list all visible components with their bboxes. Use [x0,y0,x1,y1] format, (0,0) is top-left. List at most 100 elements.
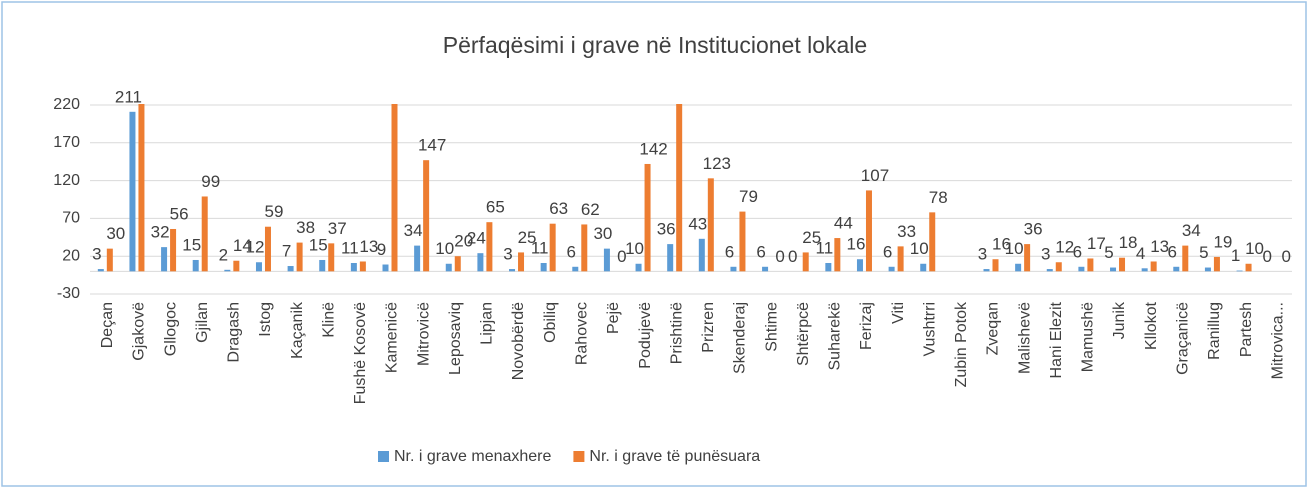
x-tick-label: Deçan [99,302,116,348]
x-tick-label: Novobërdë [510,302,527,380]
bar [897,246,904,272]
data-label: 16 [992,235,1011,254]
data-label: 6 [725,242,734,261]
data-label: 10 [1245,239,1264,258]
x-tick-label: Kamenicë [384,302,401,373]
data-label: 36 [1024,220,1043,239]
data-label: 14 [233,236,252,255]
legend-label: Nr. i grave të punësuara [589,448,760,465]
bar [929,212,936,272]
data-label: 123 [703,154,731,173]
bar [509,269,516,272]
data-label: 13 [1150,237,1169,256]
data-label: 3 [92,245,101,264]
data-label: 63 [549,199,568,218]
bar [255,262,262,272]
data-label: 6 [756,242,765,261]
bar [170,228,177,272]
data-label: 37 [328,219,347,238]
x-tick-label: Malishevë [1016,302,1033,374]
data-label: 6 [567,242,576,261]
data-label: 211 [115,87,142,106]
bar [138,104,145,272]
x-tick-label: Gjilan [194,302,211,343]
bar [676,104,683,272]
x-tick-label: Klinë [320,302,337,338]
y-tick-label: 20 [62,247,80,264]
bar [233,260,240,272]
y-tick-label: 220 [53,96,80,113]
data-label: 11 [816,238,834,257]
data-label: 9 [377,240,386,259]
bar [572,266,579,272]
data-label: 147 [418,136,446,155]
data-label: 16 [847,235,866,254]
data-label: 32 [151,223,170,242]
data-label: 18 [1119,233,1138,252]
x-tick-label: Zveqan [985,302,1002,355]
bar [1236,270,1243,272]
data-label: 24 [467,229,486,248]
bar [983,269,990,272]
bar [603,248,610,272]
x-tick-label: Mitrovica... [1269,302,1286,379]
bar [644,163,651,272]
bar [445,263,452,272]
x-tick-label: Vushtrri [921,302,938,357]
data-label: 34 [1182,221,1201,240]
data-label: 62 [581,200,600,219]
data-label: 0 [775,247,784,266]
x-tick-label: Dragash [226,302,243,362]
data-label: 33 [897,222,916,241]
bar [1024,244,1031,272]
bar [1087,258,1094,272]
data-label: 0 [617,247,626,266]
data-label: 59 [265,202,284,221]
bar [1119,257,1126,272]
x-tick-label: Istog [257,302,274,337]
data-label: 1 [1231,246,1240,265]
bar [707,178,714,272]
x-tick-label: Podujevë [637,302,654,369]
data-label: 10 [1005,239,1024,258]
bar [1173,266,1180,272]
bar [1182,245,1189,272]
x-tick-label: Kllokot [1143,301,1160,350]
bars [97,104,1252,272]
data-label: 56 [170,204,189,223]
x-tick-label: Shtërpcë [795,302,812,366]
bar [698,238,705,272]
x-tick-label: Mitrovicë [415,302,432,366]
data-label: 15 [182,235,201,254]
bar [549,223,556,272]
bar [264,226,271,272]
bar [888,266,895,272]
x-tick-label: Prishtinë [668,302,685,364]
data-label: 38 [296,218,315,237]
bar [802,252,809,272]
data-label: 13 [359,237,378,256]
y-tick-label: 70 [62,210,80,227]
data-label: 11 [341,238,359,257]
data-label: 17 [1087,234,1106,253]
x-tick-label: Zubin Potok [953,301,970,387]
data-label: 3 [503,245,512,264]
bar [161,247,168,272]
bar [486,222,493,272]
x-tick-label: Rahovec [574,302,591,365]
x-tick-label: Hani Elezit [1048,301,1065,378]
bar [730,266,737,272]
bar [423,160,430,272]
data-label: 36 [657,220,676,239]
data-label: 0 [1281,247,1290,266]
data-label: 25 [518,228,537,247]
x-tick-label: Leposaviq [447,302,464,375]
bar [581,224,588,272]
bar [1150,261,1157,272]
x-tick-label: Partesh [1238,302,1255,357]
bar [454,256,461,272]
data-label: 3 [1041,245,1050,264]
data-label: 6 [1168,242,1177,261]
data-label: 142 [639,139,667,158]
